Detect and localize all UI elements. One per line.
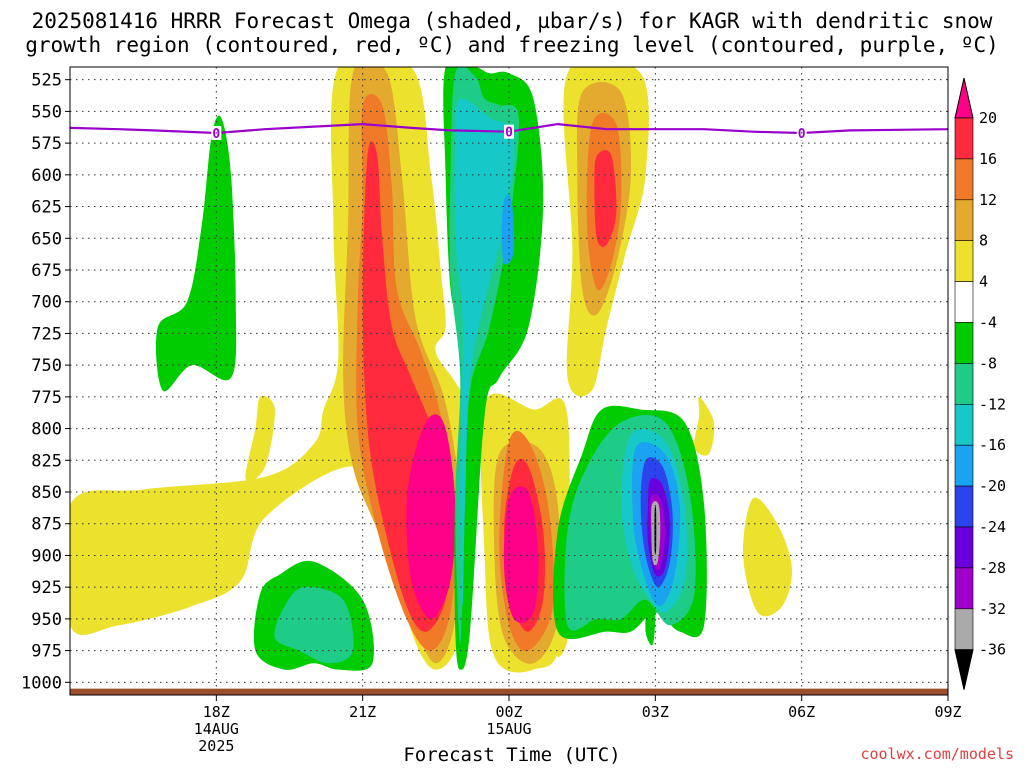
chart-title-line-1: 2025081416 HRRR Forecast Omega (shaded, … [31, 9, 993, 33]
x-tick-label: 2025 [198, 737, 234, 755]
omega-region-26 [274, 586, 354, 664]
y-tick-label: 550 [31, 102, 62, 122]
chart-title-line-2: growth region (contoured, red, ºC) and f… [25, 33, 999, 57]
freezing-level-label: 0 [798, 127, 806, 142]
x-tick-label: 18Z [203, 703, 230, 721]
colorbar-segment [954, 281, 974, 323]
y-tick-label: 925 [31, 578, 62, 598]
colorbar-segment [954, 158, 974, 201]
y-tick-label: 1000 [21, 673, 62, 693]
y-tick-label: 750 [31, 356, 62, 376]
freezing-level-layer: 0 0 0 [70, 123, 948, 142]
colorbar-segment [954, 199, 974, 242]
y-tick-label: 775 [31, 388, 62, 408]
y-tick-label: 675 [31, 261, 62, 281]
freezing-level-label: 0 [212, 127, 220, 142]
freezing-label-bg [796, 125, 807, 140]
omega-region-29 [501, 194, 515, 265]
omega-region-5 [743, 497, 792, 617]
colorbar-segment [954, 322, 974, 364]
axes-layer: 525 550 575 600 625 650 675 700 725 750 775 800 825 8… [21, 66, 962, 755]
colorbar-label: 16 [979, 150, 997, 168]
freezing-label-bg [504, 124, 514, 139]
colorbar-label: -12 [979, 395, 1006, 413]
freezing-label-bg [211, 125, 222, 140]
omega-region-16 [406, 414, 456, 619]
colorbar-top-triangle [954, 77, 974, 119]
x-tick-label: 14AUG [194, 720, 239, 738]
credit-link[interactable]: coolwx.com/models [860, 745, 1014, 763]
colorbar-segment [954, 117, 974, 160]
colorbar-label: -16 [979, 436, 1006, 454]
colorbar-segment [954, 567, 974, 610]
y-tick-label: 950 [31, 610, 62, 630]
omega-region-17 [503, 486, 539, 623]
x-tick-label: 06Z [788, 703, 815, 721]
colorbar-segment [954, 240, 974, 282]
x-axis-label: Forecast Time (UTC) [403, 744, 621, 766]
colorbar-segment [954, 363, 974, 405]
omega-region-4 [694, 396, 715, 456]
colorbar-label: -8 [979, 354, 997, 372]
colorbar-bottom-triangle [954, 649, 974, 690]
colorbar-segment [954, 526, 974, 569]
x-tick-label: 21Z [349, 703, 376, 721]
y-tick-label: 875 [31, 515, 62, 535]
y-tick-label: 700 [31, 293, 62, 313]
colorbar-segment [954, 444, 974, 487]
y-tick-label: 975 [31, 642, 62, 662]
x-tick-label: 09Z [934, 703, 961, 721]
colorbar-segment [954, 485, 974, 528]
omega-region-20 [474, 71, 524, 99]
y-tick-label: 650 [31, 229, 62, 249]
y-tick-label: 725 [31, 324, 62, 344]
colorbar-segment [954, 403, 974, 446]
ground-layer [70, 688, 948, 695]
colorbar-label: -4 [979, 314, 997, 332]
omega-region-3 [245, 395, 275, 482]
freezing-level-line [70, 123, 948, 135]
y-tick-label: 625 [31, 198, 62, 218]
omega-region-23 [645, 597, 656, 646]
y-tick-label: 900 [31, 546, 62, 566]
omega-region-18 [155, 115, 237, 392]
freezing-level-label: 0 [505, 126, 513, 141]
y-tick-label: 525 [31, 71, 62, 91]
y-tick-label: 600 [31, 166, 62, 186]
ground-strip [70, 688, 948, 695]
y-tick-label: 575 [31, 134, 62, 154]
colorbar-label: 4 [979, 273, 988, 291]
colorbar-label: -20 [979, 477, 1006, 495]
colorbar: 20 16 12 8 4 -4 -8 -12 -16 -20 -24 -28 -32 -36 [954, 77, 1006, 690]
colorbar-label: -24 [979, 518, 1006, 536]
colorbar-label: -32 [979, 600, 1006, 618]
y-tick-label: 850 [31, 483, 62, 503]
x-tick-label: 15AUG [486, 720, 531, 738]
colorbar-segment [954, 608, 974, 650]
colorbar-label: 8 [979, 232, 988, 250]
x-tick-label: 03Z [642, 703, 669, 721]
colorbar-label: 12 [979, 191, 997, 209]
colorbar-label: 20 [979, 109, 997, 127]
omega-region-27 [454, 98, 515, 607]
grid-layer [70, 67, 949, 695]
colorbar-label: -28 [979, 559, 1006, 577]
y-tick-label: 825 [31, 451, 62, 471]
omega-shading-layer [70, 67, 792, 673]
colorbar-label: -36 [979, 641, 1006, 659]
x-tick-label: 00Z [495, 703, 522, 721]
y-tick-label: 800 [31, 420, 62, 440]
